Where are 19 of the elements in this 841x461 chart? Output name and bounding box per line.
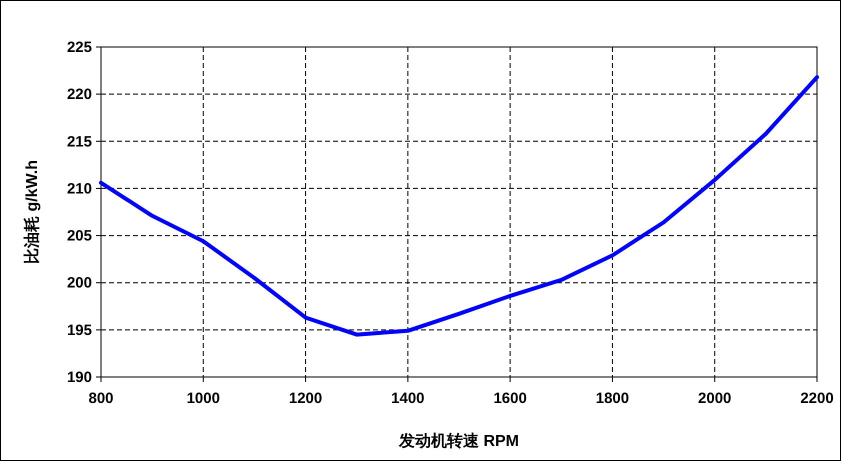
- x-tick-label: 1600: [493, 390, 527, 407]
- y-tick-label: 220: [66, 86, 92, 104]
- y-tick-label: 190: [66, 369, 92, 386]
- y-tick-label: 215: [66, 133, 92, 150]
- y-tick-label: 210: [66, 180, 92, 198]
- x-tick-label: 1000: [186, 390, 220, 407]
- y-tick-label: 200: [66, 274, 92, 292]
- x-tick-label: 2200: [800, 390, 834, 407]
- y-axis-title: 比油耗 g/kW.h: [23, 160, 41, 264]
- x-axis-title: 发动机转速 RPM: [398, 432, 519, 450]
- x-tick-label: 1800: [596, 390, 630, 407]
- line-series: [99, 75, 819, 337]
- y-tick-label: 225: [66, 39, 92, 56]
- x-tick-label: 1200: [288, 390, 322, 407]
- x-tick-label: 800: [88, 390, 114, 407]
- x-tick-label: 1400: [391, 390, 425, 407]
- y-tick-label: 195: [66, 322, 92, 339]
- y-tick-label: 205: [66, 228, 92, 245]
- x-tick-label: 2000: [698, 390, 732, 407]
